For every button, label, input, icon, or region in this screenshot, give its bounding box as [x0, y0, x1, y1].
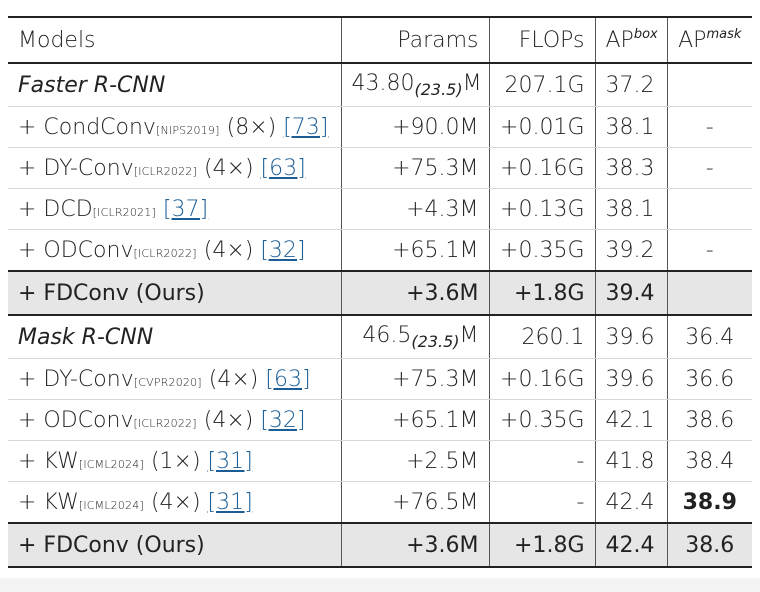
apbox-cell: 42.1: [595, 399, 668, 441]
mask-rcnn-flops: 260.1: [489, 314, 596, 359]
method-cell: + DCD[ICLR2021] [37]: [8, 188, 342, 230]
table-header: Models Params FLOPs APbox APmask: [8, 16, 752, 64]
mask-rcnn-ours-row: + FDConv (Ours) +3.6M +1.8G 42.4 38.6: [8, 522, 752, 568]
header-apbox: APbox: [595, 16, 668, 64]
citation-link[interactable]: [31]: [207, 448, 253, 474]
table-row: + ODConv[ICLR2022] (4×) [32] +65.1M +0.3…: [8, 229, 752, 272]
method-cell: + ODConv[ICLR2022] (4×) [32]: [8, 399, 342, 441]
flops-cell: +0.16G: [489, 147, 596, 189]
params-cell: +4.3M: [341, 188, 490, 230]
flops-cell: -: [489, 440, 596, 482]
params-cell: +3.6M: [341, 522, 490, 568]
citation-link[interactable]: [32]: [260, 237, 306, 263]
mask-rcnn-label: Mask R-CNN: [8, 314, 342, 359]
table-row: + KW[ICML2024] (4×) [31] +76.5M - 42.4 3…: [8, 481, 752, 524]
apmask-cell: -: [667, 229, 752, 272]
apmask-cell: 36.6: [667, 358, 752, 400]
params-cell: +76.5M: [341, 481, 490, 524]
params-cell: +3.6M: [341, 270, 490, 316]
table-row: + DY-Conv[CVPR2020] (4×) [63] +75.3M +0.…: [8, 358, 752, 400]
params-cell: +75.3M: [341, 147, 490, 189]
citation-link[interactable]: [73]: [283, 114, 329, 140]
flops-cell: +0.35G: [489, 399, 596, 441]
faster-rcnn-flops: 207.1G: [489, 62, 596, 107]
faster-rcnn-apbox: 37.2: [595, 62, 668, 107]
method-cell: + KW[ICML2024] (1×) [31]: [8, 440, 342, 482]
table-row: + CondConv[NIPS2019] (8×) [73] +90.0M +0…: [8, 106, 752, 148]
mask-rcnn-baseline-row: Mask R-CNN 46.5(23.5)M 260.1 39.6 36.4: [8, 314, 752, 359]
citation-link[interactable]: [31]: [207, 489, 253, 515]
header-flops: FLOPs: [489, 16, 596, 64]
results-table: Models Params FLOPs APbox APmask Faster …: [8, 16, 752, 568]
apmask-cell: [667, 270, 752, 316]
header-models: Models: [8, 16, 342, 64]
apbox-cell: 38.1: [595, 188, 668, 230]
citation-link[interactable]: [63]: [265, 366, 311, 392]
method-cell: + CondConv[NIPS2019] (8×) [73]: [8, 106, 342, 148]
table-row: + KW[ICML2024] (1×) [31] +2.5M - 41.8 38…: [8, 440, 752, 482]
header-params: Params: [341, 16, 490, 64]
citation-link[interactable]: [32]: [260, 407, 306, 433]
apbox-cell: 39.4: [595, 270, 668, 316]
apmask-cell: 38.6: [667, 399, 752, 441]
apmask-cell: 38.9: [667, 481, 752, 524]
flops-cell: +1.8G: [489, 270, 596, 316]
apmask-cell: 38.6: [667, 522, 752, 568]
mask-rcnn-apbox: 39.6: [595, 314, 668, 359]
params-cell: +90.0M: [341, 106, 490, 148]
faster-rcnn-label: Faster R-CNN: [8, 62, 342, 107]
flops-cell: +0.13G: [489, 188, 596, 230]
apbox-cell: 42.4: [595, 522, 668, 568]
page: Models Params FLOPs APbox APmask Faster …: [0, 0, 760, 578]
ours-label: + FDConv (Ours): [8, 522, 342, 568]
params-cell: +65.1M: [341, 229, 490, 272]
params-cell: +2.5M: [341, 440, 490, 482]
method-cell: + ODConv[ICLR2022] (4×) [32]: [8, 229, 342, 272]
flops-cell: +0.16G: [489, 358, 596, 400]
mask-rcnn-params: 46.5(23.5)M: [341, 314, 490, 359]
params-cell: +65.1M: [341, 399, 490, 441]
table-row: + DCD[ICLR2021] [37] +4.3M +0.13G 38.1: [8, 188, 752, 230]
flops-cell: -: [489, 481, 596, 524]
apmask-cell: [667, 188, 752, 230]
flops-cell: +0.01G: [489, 106, 596, 148]
citation-link[interactable]: [37]: [162, 196, 209, 222]
apbox-cell: 41.8: [595, 440, 668, 482]
faster-rcnn-apmask: [667, 62, 752, 107]
header-apmask: APmask: [667, 16, 752, 64]
faster-rcnn-baseline-row: Faster R-CNN 43.80(23.5)M 207.1G 37.2: [8, 62, 752, 107]
params-cell: +75.3M: [341, 358, 490, 400]
apbox-cell: 38.3: [595, 147, 668, 189]
apbox-cell: 39.6: [595, 358, 668, 400]
apmask-cell: -: [667, 147, 752, 189]
citation-link[interactable]: [63]: [260, 155, 306, 181]
table-row: + DY-Conv[ICLR2022] (4×) [63] +75.3M +0.…: [8, 147, 752, 189]
apmask-cell: -: [667, 106, 752, 148]
apbox-cell: 38.1: [595, 106, 668, 148]
apbox-cell: 42.4: [595, 481, 668, 524]
faster-rcnn-ours-row: + FDConv (Ours) +3.6M +1.8G 39.4: [8, 270, 752, 316]
method-cell: + DY-Conv[ICLR2022] (4×) [63]: [8, 147, 342, 189]
mask-rcnn-apmask: 36.4: [667, 314, 752, 359]
method-cell: + DY-Conv[CVPR2020] (4×) [63]: [8, 358, 342, 400]
faster-rcnn-params: 43.80(23.5)M: [341, 62, 490, 107]
flops-cell: +1.8G: [489, 522, 596, 568]
apmask-cell: 38.4: [667, 440, 752, 482]
ours-label: + FDConv (Ours): [8, 270, 342, 316]
table-row: + ODConv[ICLR2022] (4×) [32] +65.1M +0.3…: [8, 399, 752, 441]
flops-cell: +0.35G: [489, 229, 596, 272]
apbox-cell: 39.2: [595, 229, 668, 272]
method-cell: + KW[ICML2024] (4×) [31]: [8, 481, 342, 524]
